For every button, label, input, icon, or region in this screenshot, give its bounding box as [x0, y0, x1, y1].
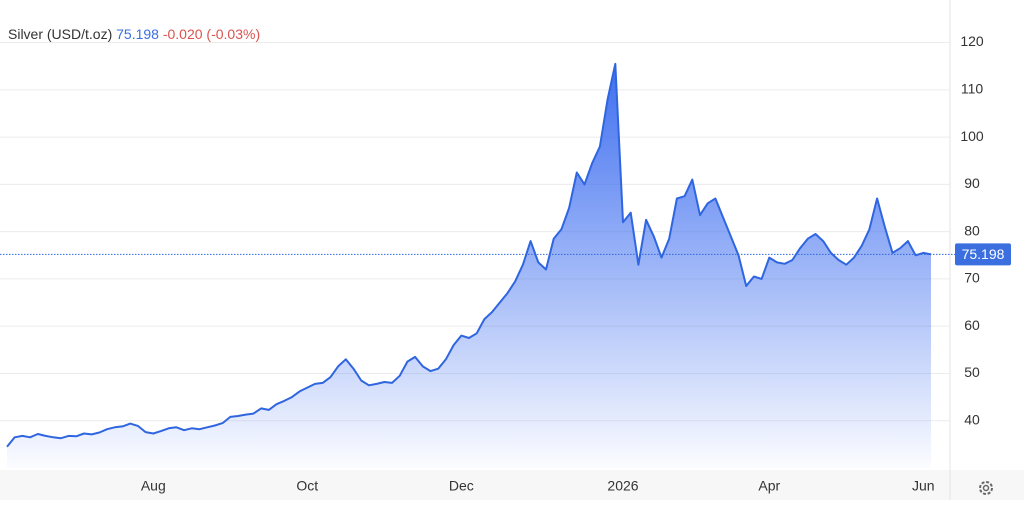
x-tick-label: Apr: [758, 478, 780, 494]
chart-title: Silver (USD/t.oz): [8, 26, 112, 42]
x-tick-label: Oct: [296, 478, 318, 494]
y-tick-label: 70: [964, 270, 980, 286]
price-change: -0.020 (-0.03%): [163, 26, 260, 42]
last-price: 75.198: [116, 26, 159, 42]
last-price-box: [955, 243, 1011, 266]
y-tick-label: 120: [960, 33, 984, 49]
x-tick-label: Jun: [912, 478, 935, 494]
chart-header: Silver (USD/t.oz) 75.198 -0.020 (-0.03%): [8, 26, 260, 42]
x-axis-band: [0, 470, 1024, 500]
y-tick-label: 110: [961, 81, 984, 97]
y-tick-label: 40: [964, 411, 980, 427]
last-price-label: 75.198: [962, 246, 1005, 262]
y-tick-label: 100: [960, 128, 984, 144]
x-tick-label: 2026: [607, 478, 638, 494]
settings-icon[interactable]: [979, 481, 993, 495]
x-tick-label: Aug: [141, 478, 166, 494]
y-tick-label: 50: [964, 364, 980, 380]
price-line: [6, 62, 932, 448]
y-tick-label: 60: [964, 317, 980, 333]
x-tick-label: Dec: [449, 478, 474, 494]
y-tick-label: 90: [964, 175, 980, 191]
area-fill: [7, 63, 931, 469]
y-tick-label: 80: [964, 222, 980, 238]
